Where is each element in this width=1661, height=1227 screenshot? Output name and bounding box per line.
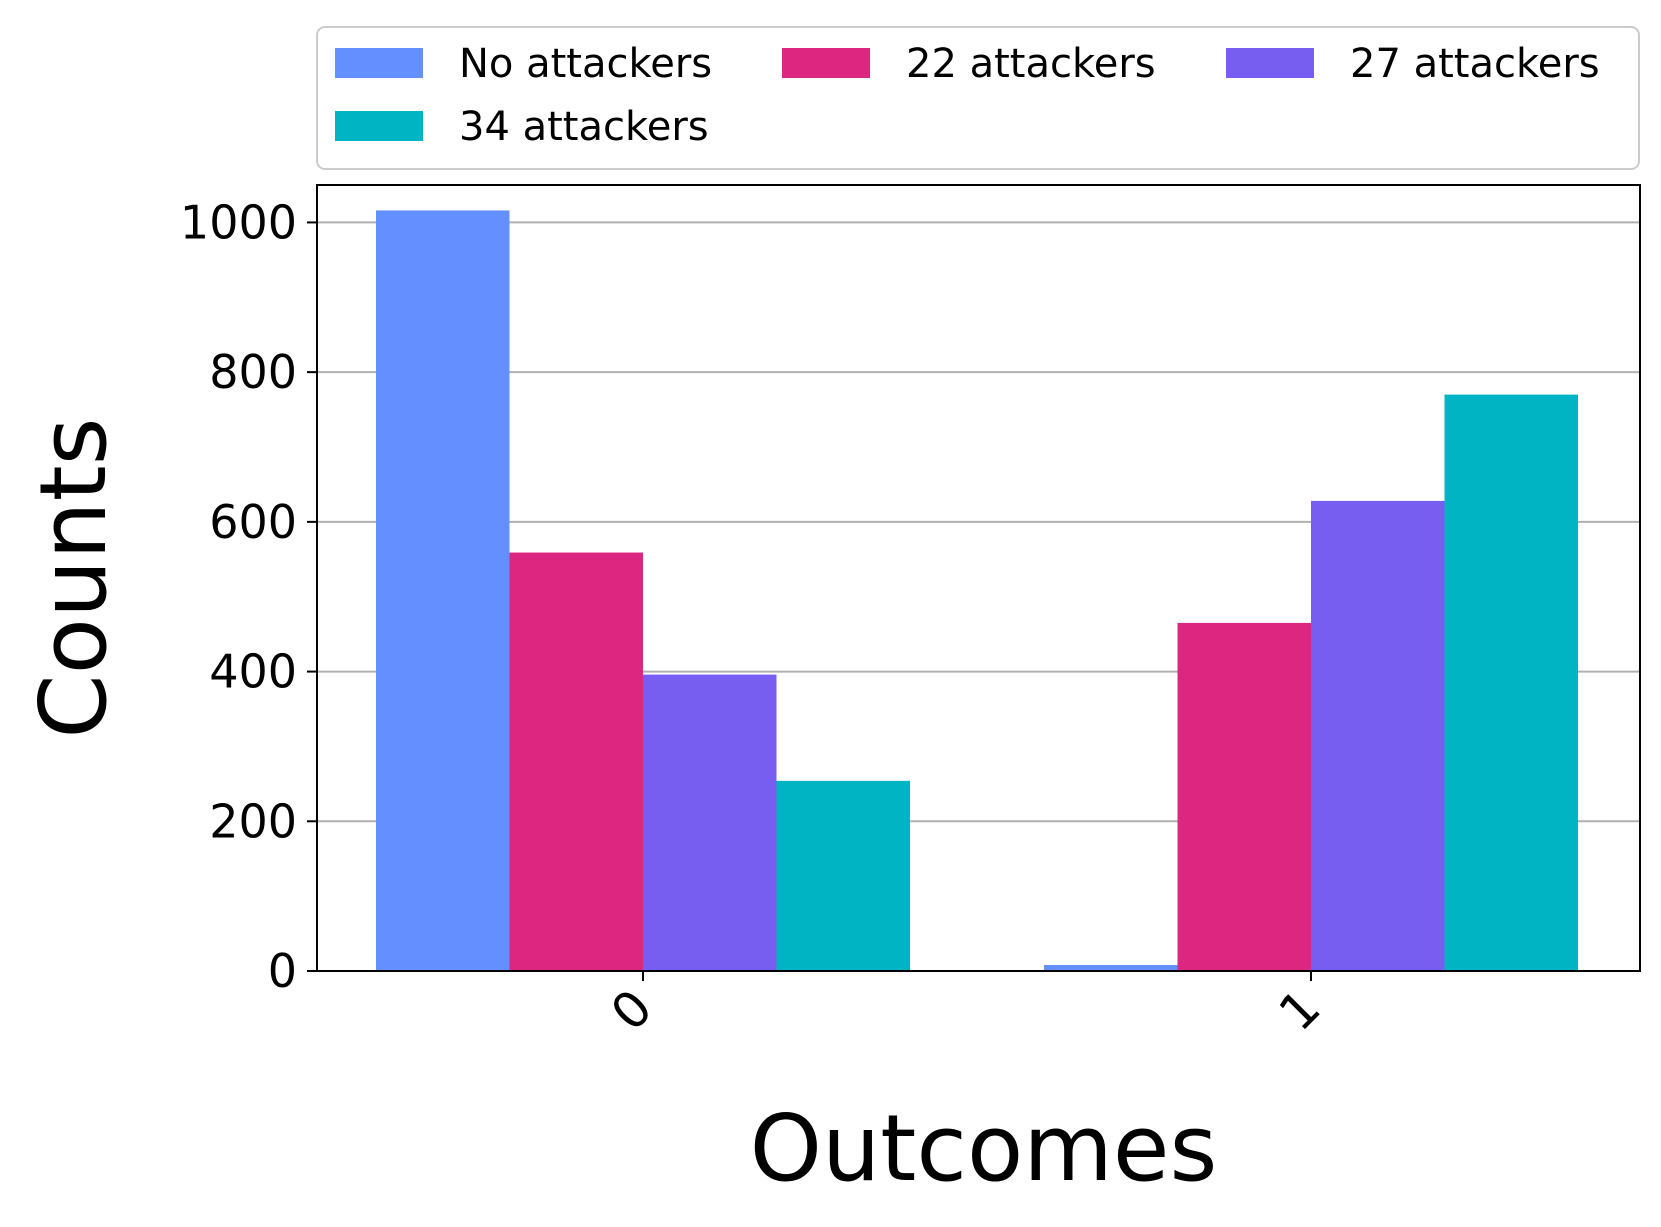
legend: No attackers 22 attackers 27 attackers 34 a…	[316, 26, 1640, 170]
legend-swatch-22-attackers	[782, 48, 870, 78]
bar-22-attackers-outcome-1	[1177, 622, 1311, 971]
legend-swatch-34-attackers	[335, 111, 423, 141]
x-axis-title: Outcomes	[750, 1095, 1218, 1202]
legend-label-34-attackers: 34 attackers	[459, 104, 709, 150]
legend-label-22-attackers: 22 attackers	[906, 41, 1156, 87]
plot-area-frame	[316, 184, 1641, 972]
y-tick-label: 0	[268, 944, 297, 998]
legend-label-no-attackers: No attackers	[459, 41, 712, 87]
bars	[376, 210, 1578, 972]
y-tick-label: 600	[209, 495, 297, 549]
y-tick-label: 1000	[180, 195, 297, 249]
bar-22-attackers-outcome-0	[509, 552, 643, 971]
legend-label-27-attackers: 27 attackers	[1350, 41, 1600, 87]
bar-no-attackers-outcome-0	[376, 210, 510, 972]
y-axis-title: Counts	[20, 417, 127, 738]
bar-34-attackers-outcome-1	[1444, 394, 1578, 972]
bar-no-attackers-outcome-1	[1044, 965, 1178, 971]
x-tick-label: 1	[1268, 978, 1332, 1042]
y-tick-label: 800	[209, 345, 297, 399]
legend-swatch-27-attackers	[1226, 48, 1314, 78]
x-tick-label: 0	[600, 978, 664, 1042]
y-tick-label: 400	[209, 645, 297, 699]
bar-27-attackers-outcome-0	[643, 674, 777, 971]
y-tick-label: 200	[209, 794, 297, 848]
bar-27-attackers-outcome-1	[1311, 500, 1445, 971]
y-axis-ticks: 0 200 400 600 800 1000	[180, 195, 317, 998]
legend-swatch-no-attackers	[335, 48, 423, 78]
bar-34-attackers-outcome-0	[776, 780, 910, 971]
